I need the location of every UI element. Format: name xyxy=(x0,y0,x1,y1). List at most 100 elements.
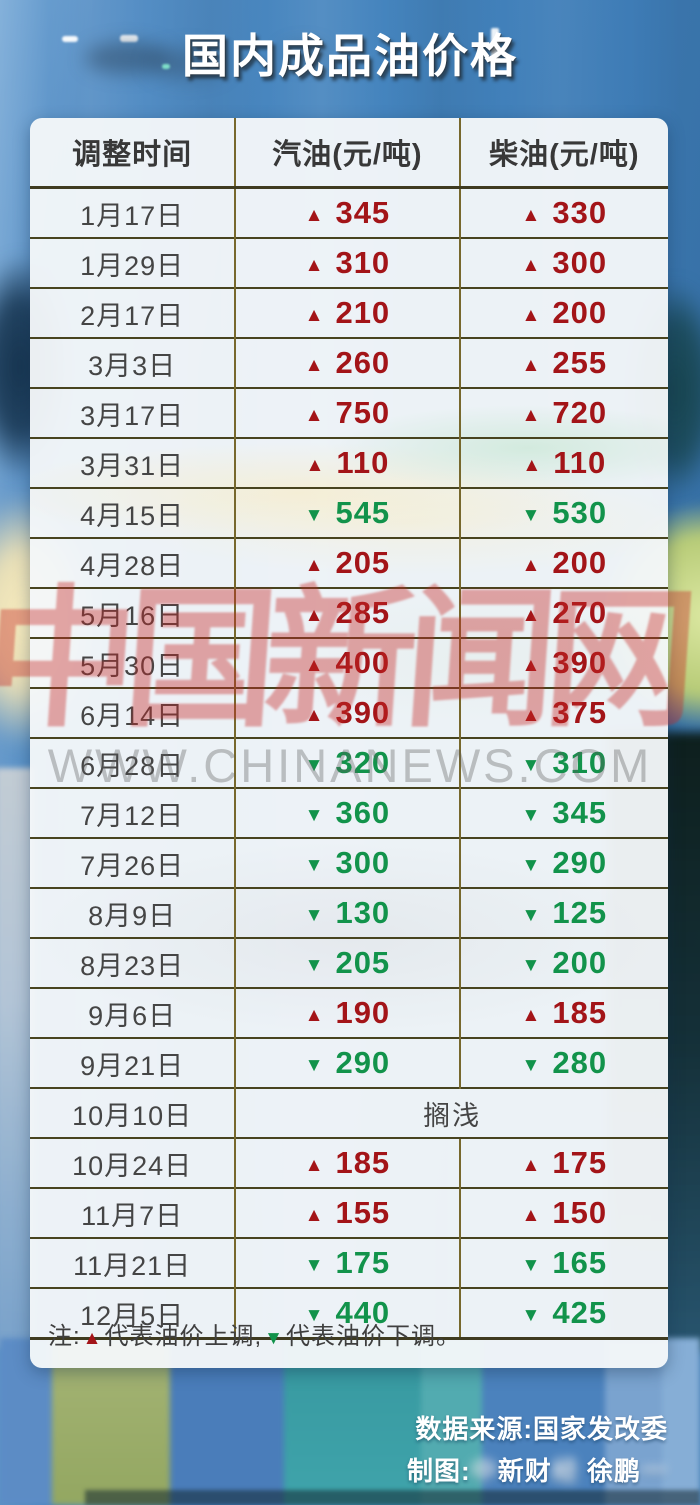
down-triangle-icon: ▼ xyxy=(304,1255,324,1276)
down-triangle-icon: ▼ xyxy=(521,955,541,976)
date-cell: 5月30日 xyxy=(30,637,236,688)
value-text: 185 xyxy=(335,1145,391,1180)
gasoline-value-cell: ▲ 400 xyxy=(234,637,460,688)
price-table-header: 调整时间 汽油(元/吨) 柴油(元/吨) xyxy=(30,118,668,189)
value-text: 280 xyxy=(552,1045,608,1080)
down-triangle-icon: ▼ xyxy=(521,1055,541,1076)
value-text: 200 xyxy=(552,945,608,980)
value-text: 390 xyxy=(552,645,608,680)
up-triangle-icon: ▲ xyxy=(521,255,541,276)
header-cell-gasoline: 汽油(元/吨) xyxy=(234,118,460,189)
down-triangle-icon: ▼ xyxy=(521,505,541,526)
table-row: 7月26日 ▼ 300 ▼ 290 xyxy=(30,837,668,888)
date-cell: 10月10日 xyxy=(30,1087,236,1138)
up-triangle-icon: ▲ xyxy=(521,405,541,426)
date-cell: 4月28日 xyxy=(30,537,236,588)
down-triangle-icon: ▼ xyxy=(521,1255,541,1276)
table-row: 5月30日 ▲ 400 ▲ 390 xyxy=(30,637,668,688)
header-cell-time: 调整时间 xyxy=(30,118,236,189)
date-cell: 12月5日 xyxy=(30,1287,236,1340)
date-cell: 5月16日 xyxy=(30,587,236,638)
table-row: 12月5日 ▼ 440 ▼ 425 xyxy=(30,1287,668,1340)
table-row: 6月28日 ▼ 320 ▼ 310 xyxy=(30,737,668,788)
gasoline-value-cell: ▲ 185 xyxy=(234,1137,460,1188)
diesel-value-cell: ▲ 255 xyxy=(458,337,668,388)
value-text: 210 xyxy=(335,295,391,330)
note-row: 注: ▲代表油价上调, ▼代表油价下调。 xyxy=(30,1294,668,1368)
table-row: 1月17日 ▲ 345 ▲ 330 xyxy=(30,186,668,238)
gasoline-value-cell: ▲ 750 xyxy=(234,387,460,438)
value-text: 205 xyxy=(335,545,391,580)
up-triangle-icon: ▲ xyxy=(521,555,541,576)
value-text: 400 xyxy=(335,645,391,680)
diesel-value-cell: ▲ 150 xyxy=(458,1187,668,1238)
up-triangle-icon: ▲ xyxy=(521,655,541,676)
value-text: 300 xyxy=(552,245,608,280)
left-light-strip xyxy=(0,768,34,1348)
date-cell: 3月17日 xyxy=(30,387,236,438)
table-row: 9月21日 ▼ 290 ▼ 280 xyxy=(30,1037,668,1088)
merged-stranded-cell: 搁浅 xyxy=(234,1087,668,1138)
diesel-value-cell: ▲ 720 xyxy=(458,387,668,438)
footer-source: 数据来源:国家发改委 xyxy=(415,1414,668,1444)
table-row: 8月9日 ▼ 130 ▼ 125 xyxy=(30,887,668,938)
credit-segment: 新财 xyxy=(497,1456,552,1486)
diesel-value-cell: ▲ 300 xyxy=(458,237,668,288)
gasoline-value-cell: ▲ 310 xyxy=(234,237,460,288)
value-text: 290 xyxy=(552,845,608,880)
diesel-value-cell: ▼ 310 xyxy=(458,737,668,788)
up-triangle-icon: ▲ xyxy=(521,355,541,376)
diesel-value-cell: ▼ 530 xyxy=(458,487,668,538)
value-text: 110 xyxy=(553,445,607,480)
bottom-dark-strip xyxy=(85,1490,700,1505)
gasoline-value-cell: ▼ 205 xyxy=(234,937,460,988)
table-row: 6月14日 ▲ 390 ▲ 375 xyxy=(30,687,668,738)
date-cell: 8月23日 xyxy=(30,937,236,988)
diesel-value-cell: ▲ 390 xyxy=(458,637,668,688)
gasoline-value-cell: ▲ 190 xyxy=(234,987,460,1038)
up-triangle-icon: ▲ xyxy=(521,705,541,726)
date-cell: 6月28日 xyxy=(30,737,236,788)
date-cell: 7月12日 xyxy=(30,787,236,838)
value-text: 300 xyxy=(335,845,391,880)
diesel-value-cell: ▼ 290 xyxy=(458,837,668,888)
value-text: 530 xyxy=(552,495,608,530)
credit-segment: 制图: xyxy=(407,1456,471,1486)
value-text: 345 xyxy=(335,195,391,230)
value-text: 205 xyxy=(335,945,391,980)
diesel-value-cell: ▲ 110 xyxy=(458,437,668,488)
price-table: 调整时间 汽油(元/吨) 柴油(元/吨) 1月17日 ▲ 345 ▲ 330 1月29日 ▲… xyxy=(30,118,668,1340)
diesel-value-cell: ▲ 175 xyxy=(458,1137,668,1188)
diesel-value-cell: ▼ 125 xyxy=(458,887,668,938)
table-row: 2月17日 ▲ 210 ▲ 200 xyxy=(30,287,668,338)
date-cell: 3月3日 xyxy=(30,337,236,388)
value-text: 125 xyxy=(552,895,608,930)
value-text: 310 xyxy=(552,745,608,780)
up-triangle-icon: ▲ xyxy=(304,305,324,326)
down-triangle-icon: ▼ xyxy=(304,755,324,776)
table-row: 10月24日 ▲ 185 ▲ 175 xyxy=(30,1137,668,1188)
value-text: 130 xyxy=(335,895,391,930)
up-triangle-icon: ▲ xyxy=(304,405,324,426)
date-cell: 9月21日 xyxy=(30,1037,236,1088)
value-text: 185 xyxy=(552,995,608,1030)
down-triangle-icon: ▼ xyxy=(521,905,541,926)
table-row: 11月7日 ▲ 155 ▲ 150 xyxy=(30,1187,668,1238)
value-text: 390 xyxy=(335,695,391,730)
down-triangle-icon: ▼ xyxy=(521,1305,541,1326)
down-triangle-icon: ▼ xyxy=(304,1305,324,1326)
table-row: 3月31日 ▲ 110 ▲ 110 xyxy=(30,437,668,488)
diesel-value-cell: ▲ 375 xyxy=(458,687,668,738)
up-triangle-icon: ▲ xyxy=(521,205,541,226)
up-triangle-icon: ▲ xyxy=(304,255,324,276)
value-text: 720 xyxy=(552,395,608,430)
table-row: 5月16日 ▲ 285 ▲ 270 xyxy=(30,587,668,638)
value-text: 750 xyxy=(335,395,391,430)
value-text: 150 xyxy=(552,1195,608,1230)
value-text: 190 xyxy=(335,995,391,1030)
up-triangle-icon: ▲ xyxy=(521,605,541,626)
credit-blurred-segment: 经 xyxy=(551,1456,579,1486)
diesel-value-cell: ▼ 425 xyxy=(458,1287,668,1340)
date-cell: 4月15日 xyxy=(30,487,236,538)
date-cell: 2月17日 xyxy=(30,287,236,338)
